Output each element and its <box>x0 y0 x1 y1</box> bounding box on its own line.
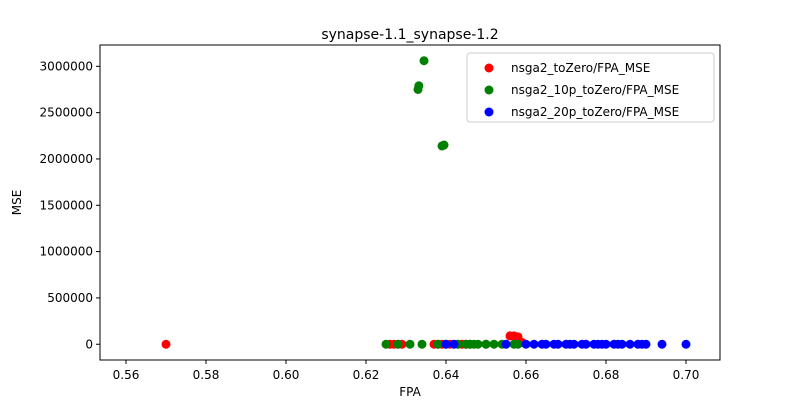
legend-box <box>466 52 715 123</box>
data-point <box>393 339 403 349</box>
plot-frame <box>99 44 721 361</box>
data-point <box>529 339 539 349</box>
data-point <box>417 339 427 349</box>
y-tick-label: 2000000 <box>40 152 93 166</box>
x-axis-label: FPA <box>399 385 421 399</box>
y-axis: 0 500000 1000000 1500000 2000000 2500000 30000… <box>40 59 100 351</box>
data-point <box>521 339 531 349</box>
data-point <box>617 339 627 349</box>
x-axis: 0.56 0.58 0.60 0.62 0.64 0.66 0.68 0.70 <box>113 360 700 382</box>
data-point <box>601 339 611 349</box>
data-point <box>405 339 415 349</box>
series-1 <box>381 56 523 349</box>
y-tick-label: 1500000 <box>40 198 93 212</box>
legend-marker <box>484 107 494 117</box>
legend-label: nsga2_10p_toZero/FPA_MSE <box>511 83 679 97</box>
data-point <box>441 339 451 349</box>
legend: nsga2_toZero/FPA_MSE nsga2_10p_toZero/FPA… <box>466 52 715 123</box>
x-tick-label: 0.62 <box>353 368 380 382</box>
y-tick-label: 1000000 <box>40 245 93 259</box>
legend-marker <box>484 85 494 95</box>
data-point <box>581 339 591 349</box>
y-axis-label: MSE <box>10 190 24 216</box>
data-point <box>501 339 511 349</box>
x-tick-label: 0.60 <box>273 368 300 382</box>
data-point <box>433 339 443 349</box>
legend-label: nsga2_toZero/FPA_MSE <box>511 61 650 75</box>
legend-marker <box>484 63 494 73</box>
data-point <box>419 56 429 66</box>
data-point <box>541 339 551 349</box>
data-point <box>413 84 423 94</box>
data-point <box>161 339 171 349</box>
legend-label: nsga2_20p_toZero/FPA_MSE <box>511 105 679 119</box>
y-tick-label: 500000 <box>47 291 93 305</box>
data-point <box>657 339 667 349</box>
x-tick-label: 0.68 <box>593 368 620 382</box>
y-tick-label: 2500000 <box>40 106 93 120</box>
data-point <box>449 339 459 349</box>
data-point <box>381 339 391 349</box>
data-point <box>473 339 483 349</box>
chart-title: synapse-1.1_synapse-1.2 <box>321 27 498 43</box>
data-point <box>641 339 651 349</box>
data-point <box>553 339 563 349</box>
data-point <box>681 339 691 349</box>
y-tick-label: 3000000 <box>40 59 93 73</box>
x-tick-label: 0.70 <box>673 368 700 382</box>
points-layer <box>161 56 691 349</box>
y-tick-label: 0 <box>85 337 93 351</box>
data-point <box>513 339 523 349</box>
data-point <box>481 339 491 349</box>
data-point <box>437 141 447 151</box>
series-2 <box>441 339 691 349</box>
data-point <box>569 339 579 349</box>
data-point <box>625 339 635 349</box>
data-point <box>489 339 499 349</box>
x-tick-label: 0.66 <box>513 368 540 382</box>
x-tick-label: 0.56 <box>113 368 140 382</box>
x-tick-label: 0.58 <box>193 368 220 382</box>
x-tick-label: 0.64 <box>433 368 460 382</box>
